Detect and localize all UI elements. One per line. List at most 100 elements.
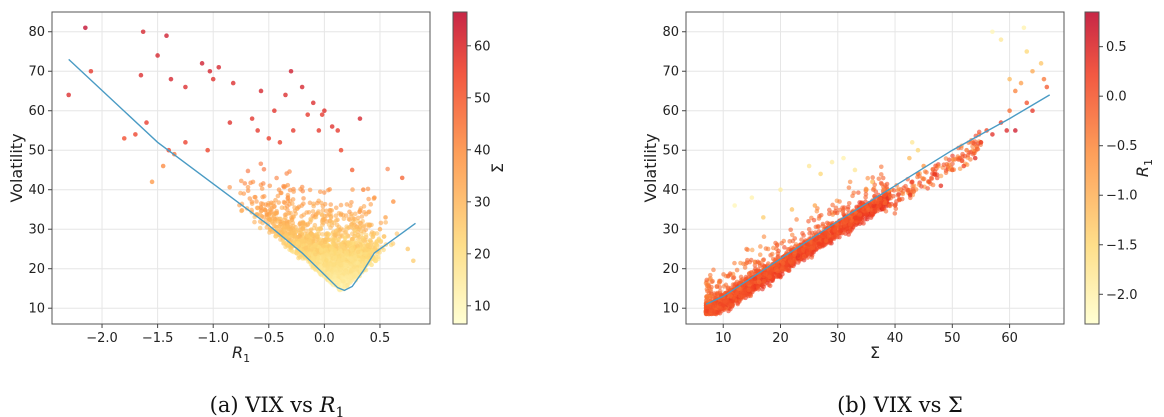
a-point (340, 243, 346, 249)
b-point (779, 240, 784, 246)
a-point (308, 227, 314, 232)
b-point (850, 193, 855, 199)
b-point (865, 175, 871, 181)
b-point (811, 217, 817, 223)
a-point (249, 201, 255, 206)
b-point (763, 246, 769, 251)
a-point (261, 166, 267, 172)
a-point (307, 187, 313, 193)
a-point (317, 263, 323, 269)
a-colorbar-tick-label: 60 (474, 39, 491, 54)
a-point (320, 232, 325, 237)
a-point (315, 210, 321, 216)
a-point (284, 224, 290, 230)
a-point (340, 278, 346, 284)
b-point (824, 220, 830, 226)
a-point (305, 222, 310, 228)
a-point (333, 213, 339, 218)
b-point (816, 216, 822, 221)
a-ytick-label: 40 (28, 183, 45, 198)
chart-a-fit-line (68, 58, 416, 292)
a-point (288, 210, 293, 216)
a-point (338, 212, 344, 218)
a-point (275, 193, 281, 199)
b-point (846, 200, 852, 206)
a-point (321, 270, 327, 276)
a-point (334, 277, 340, 283)
a-ytick-label: 30 (28, 223, 45, 238)
b-point (841, 207, 846, 212)
a-point (359, 214, 365, 219)
b-point (868, 215, 874, 220)
a-point (315, 234, 320, 240)
b-point (876, 176, 882, 182)
a-point (262, 207, 268, 213)
b-point (856, 190, 861, 195)
a-point (349, 251, 355, 257)
a-point (331, 268, 337, 273)
a-point (284, 219, 290, 224)
a-point (282, 212, 288, 218)
a-point (245, 168, 251, 174)
a-point (291, 240, 297, 246)
a-point (259, 186, 265, 191)
a-point (352, 211, 358, 217)
a-point (335, 231, 341, 237)
a-point (385, 166, 390, 172)
b-point (846, 185, 852, 190)
a-point (290, 229, 295, 235)
a-point (299, 214, 304, 219)
a-point (282, 228, 287, 234)
b-point (734, 267, 740, 273)
a-point (325, 265, 330, 270)
b-point (878, 164, 884, 170)
a-point (318, 248, 324, 253)
a-point (258, 208, 264, 214)
a-xtick-label: −2.0 (86, 331, 118, 346)
b-point (788, 227, 793, 233)
a-point (276, 187, 282, 193)
a-point (344, 262, 349, 268)
chart-b-grid (686, 12, 1064, 324)
a-point (183, 84, 188, 90)
a-point (360, 187, 366, 193)
a-point (338, 267, 343, 273)
a-point (335, 270, 340, 276)
a-point (238, 178, 244, 184)
a-point (138, 72, 144, 78)
a-point (322, 108, 327, 114)
b-point (774, 243, 780, 248)
a-point (328, 211, 333, 217)
a-point (345, 282, 350, 288)
a-point (263, 202, 269, 207)
a-point (332, 243, 337, 248)
b-point (717, 284, 723, 290)
a-point (283, 232, 289, 238)
a-point (279, 205, 285, 211)
b-point (785, 247, 791, 252)
b-point (878, 172, 884, 177)
a-point (317, 189, 323, 195)
chart-a: −2.0 −1.5 −1.0 −0.5 0.0 0.5 1020304050607080 … (7, 11, 507, 417)
b-point (830, 202, 835, 208)
a-point (332, 249, 338, 255)
a-point (207, 68, 213, 74)
a-xtick-label: 0.0 (314, 331, 335, 346)
a-point (342, 230, 348, 235)
a-point (378, 220, 384, 226)
a-point (274, 175, 279, 181)
a-point (267, 183, 273, 189)
a-ytick-label: 60 (28, 104, 45, 119)
a-point (285, 195, 291, 200)
a-point (300, 237, 306, 243)
a-point (297, 254, 303, 260)
a-point (227, 120, 233, 125)
chart-a-frame (51, 11, 431, 325)
a-point (326, 222, 332, 227)
a-point (315, 248, 320, 253)
a-point (313, 243, 318, 248)
a-point (357, 221, 363, 226)
b-point (761, 234, 767, 240)
a-point (255, 205, 261, 211)
a-point (328, 246, 334, 251)
